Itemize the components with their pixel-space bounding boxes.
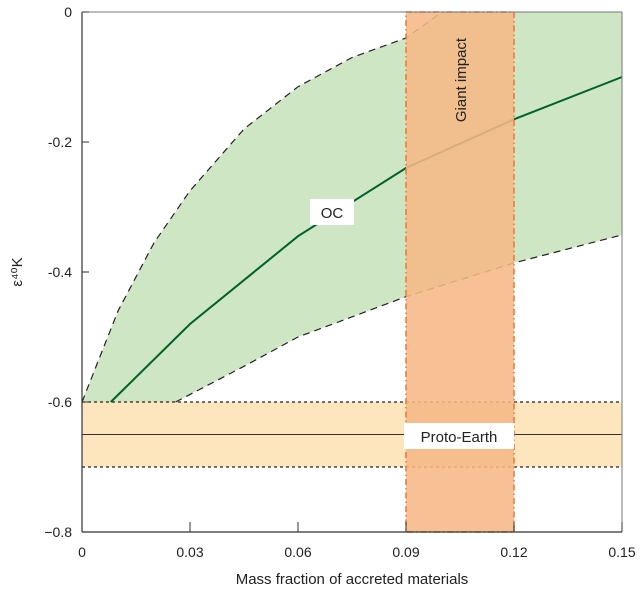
oc-label-box (310, 199, 354, 225)
x-tick-label: 0.03 (176, 544, 203, 560)
x-tick-label: 0 (78, 544, 86, 560)
x-tick-label: 0.12 (500, 544, 527, 560)
proto-earth-label-box (404, 423, 514, 449)
x-tick-label: 0.06 (284, 544, 311, 560)
y-tick-label: -0.2 (48, 134, 72, 150)
y-tick-label: −0.8 (44, 524, 72, 540)
y-tick-label: -0.6 (48, 394, 72, 410)
giant-impact-label: Giant impact (453, 37, 470, 122)
y-tick-label: 0 (64, 4, 72, 20)
x-tick-label: 0.15 (608, 544, 635, 560)
y-axis-label: ε⁴⁰K (9, 257, 26, 286)
oc-lower-bound (175, 234, 623, 403)
proto-earth-label: Proto-Earth (421, 429, 498, 446)
x-axis-label: Mass fraction of accreted materials (236, 571, 469, 588)
oc-label: OC (321, 205, 344, 222)
oc-upper-bound (82, 12, 443, 403)
y-tick-label: -0.4 (48, 264, 72, 280)
x-tick-label: 0.09 (392, 544, 419, 560)
